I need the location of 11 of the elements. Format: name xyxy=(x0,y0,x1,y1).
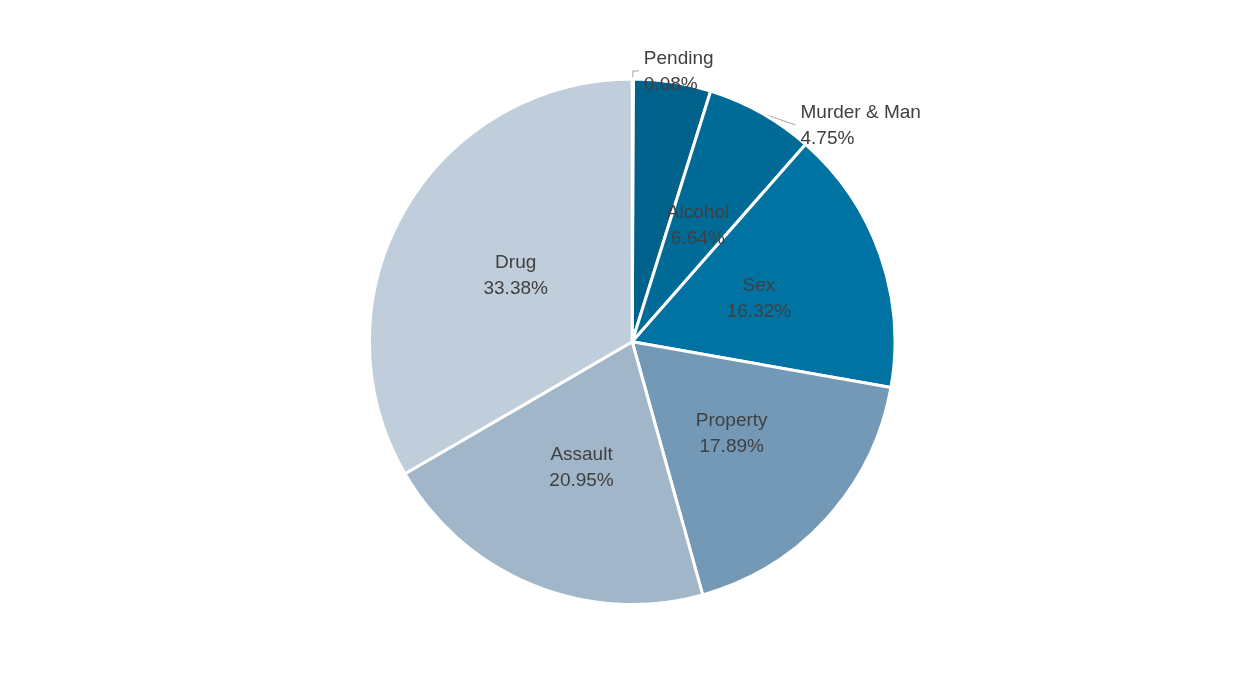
slice-label: Murder & Man xyxy=(800,101,921,123)
data-label: 4.75% xyxy=(800,127,855,149)
slice-label: Pending xyxy=(643,47,714,69)
data-label: 17.89% xyxy=(699,434,765,456)
slice-label: Sex xyxy=(742,273,776,295)
slice-label: Assault xyxy=(550,442,614,464)
data-label: 20.95% xyxy=(549,468,614,490)
slice-label: Drug xyxy=(495,251,537,273)
data-label: 33.38% xyxy=(483,277,549,299)
slice-label: Property xyxy=(695,408,769,430)
data-label: 16.32% xyxy=(726,299,792,321)
